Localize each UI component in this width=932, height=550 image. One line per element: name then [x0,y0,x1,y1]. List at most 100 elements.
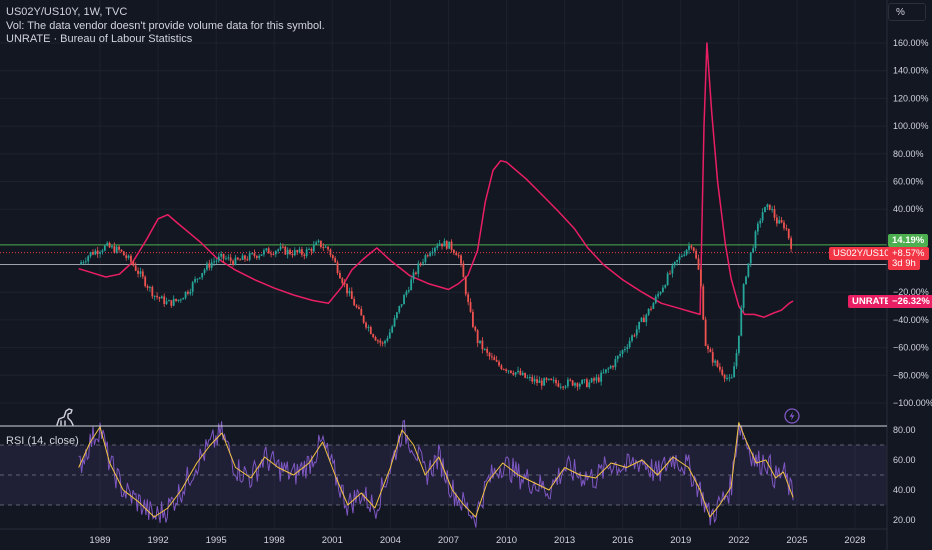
candle [398,305,401,314]
candle-body [479,340,481,343]
candle [111,244,113,249]
candle-body [407,290,410,292]
series-layer [78,42,794,528]
candle [270,250,272,258]
candle-body [203,269,206,274]
time-axis-label: 2022 [728,535,749,546]
candle [334,256,337,263]
candle-body [175,298,177,301]
candle-body [607,368,610,370]
time-axis-label: 1989 [89,535,110,546]
candle [415,271,417,276]
candle-body [510,370,512,373]
dinosaur-logo-icon[interactable] [56,408,74,426]
candle-body [735,353,738,367]
candle-body [260,254,263,256]
candle-body [429,253,432,256]
candle-body [146,286,149,288]
candle-body [645,314,648,323]
candle [543,377,546,386]
candle-body [289,249,291,254]
candle-body [391,326,394,333]
candle [441,243,443,250]
candle [118,245,120,253]
candle-body [626,347,629,349]
candle [241,253,244,261]
candle [647,308,650,317]
price-axis-label: −40.00% [893,315,929,325]
candle-body [258,255,261,258]
candle [493,354,496,361]
candle-body [521,372,524,375]
candle-body [89,252,92,257]
candle [258,254,261,261]
candle [293,247,296,257]
candle [362,315,365,324]
candle [265,247,268,252]
candle [156,292,158,300]
candle-body [545,378,548,380]
candle-body [118,246,120,250]
candle [536,375,538,386]
candle-body [557,383,560,387]
candle [236,256,239,261]
candle-body [149,286,151,288]
candle [279,242,282,251]
symbol-change-badge: +8.57% [888,247,929,260]
candle-body [631,335,633,341]
candle [704,316,707,347]
candle [728,373,731,382]
time-axis[interactable]: 1989 1992 1995 1998 2001 2004 2007 2010 2013 2016… [89,535,865,546]
candle-body [780,220,783,223]
last-value-badge: 14.19% [888,234,929,247]
candle-body [517,370,519,373]
candle [87,255,90,265]
candle [702,283,705,321]
candle [103,244,106,252]
candle-body [305,249,308,256]
candle [507,370,510,374]
candle [588,379,591,389]
candle-body [749,252,752,264]
candle-body [604,369,607,373]
scale-unit-button[interactable]: % [888,3,926,21]
lightning-icon[interactable] [784,408,800,424]
rsi-axis[interactable]: 80.00 60.00 40.00 20.00 [893,425,916,525]
candle [339,270,341,279]
candle [431,247,434,256]
candle-body [372,334,375,338]
overlay-legend[interactable]: UNRATE · Bureau of Labour Statistics [6,33,193,45]
candle-body [227,257,230,259]
candle-body [241,255,244,260]
candle [82,260,85,265]
candle-body [552,379,555,381]
candle-body [274,251,277,255]
candle [372,333,375,339]
candle-body [638,321,641,330]
price-axis-label: −60.00% [893,343,929,353]
candle [419,261,422,267]
candle [346,283,348,297]
candle-body [336,262,339,274]
symbol-legend[interactable]: US02Y/US10Y, 1W, TVC [6,6,128,18]
candle-body [412,272,415,280]
candle-body [92,252,94,255]
rsi-legend[interactable]: RSI (14, close) [6,435,79,447]
candle [177,299,180,303]
candle-body [581,379,584,384]
candle [614,355,617,371]
candle [96,246,99,258]
candle-body [286,249,289,255]
candle [602,368,605,374]
price-axis[interactable]: 160.00% 140.00% 120.00% 100.00% 80.00% 60.00%… [893,38,932,408]
candle-body [680,255,683,257]
candle-body [232,260,234,265]
candle [678,253,681,264]
candle-body [184,291,187,299]
candle-body [393,317,396,327]
candle-body [94,250,97,255]
candle-body [500,365,503,370]
candle [616,355,619,363]
